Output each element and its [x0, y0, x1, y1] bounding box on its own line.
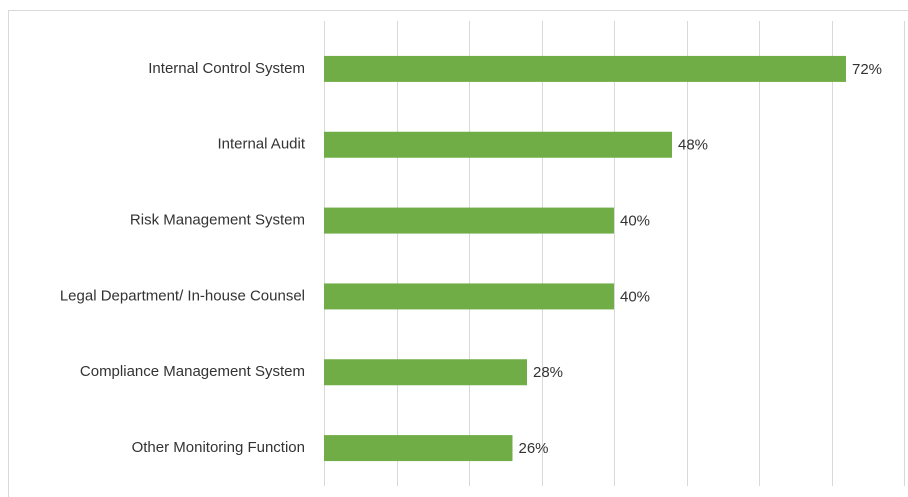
bar	[324, 283, 614, 310]
bar	[324, 131, 672, 158]
chart-frame	[8, 10, 908, 497]
data-label: 26%	[519, 440, 549, 457]
data-label: 72%	[852, 61, 882, 78]
y-tick-label: Risk Management System	[130, 212, 305, 229]
data-label: 48%	[678, 137, 708, 154]
y-tick-label: Compliance Management System	[80, 363, 305, 380]
data-label: 28%	[533, 364, 563, 381]
bar	[324, 359, 527, 386]
y-tick-label: Other Monitoring Function	[132, 439, 305, 456]
y-tick-label: Legal Department/ In-house Counsel	[60, 287, 305, 304]
data-label: 40%	[620, 213, 650, 230]
bar	[324, 435, 513, 462]
y-tick-label: Internal Audit	[217, 136, 305, 153]
bar	[324, 207, 614, 234]
data-label: 40%	[620, 288, 650, 305]
bar	[324, 55, 846, 82]
y-tick-label: Internal Control System	[148, 60, 305, 77]
